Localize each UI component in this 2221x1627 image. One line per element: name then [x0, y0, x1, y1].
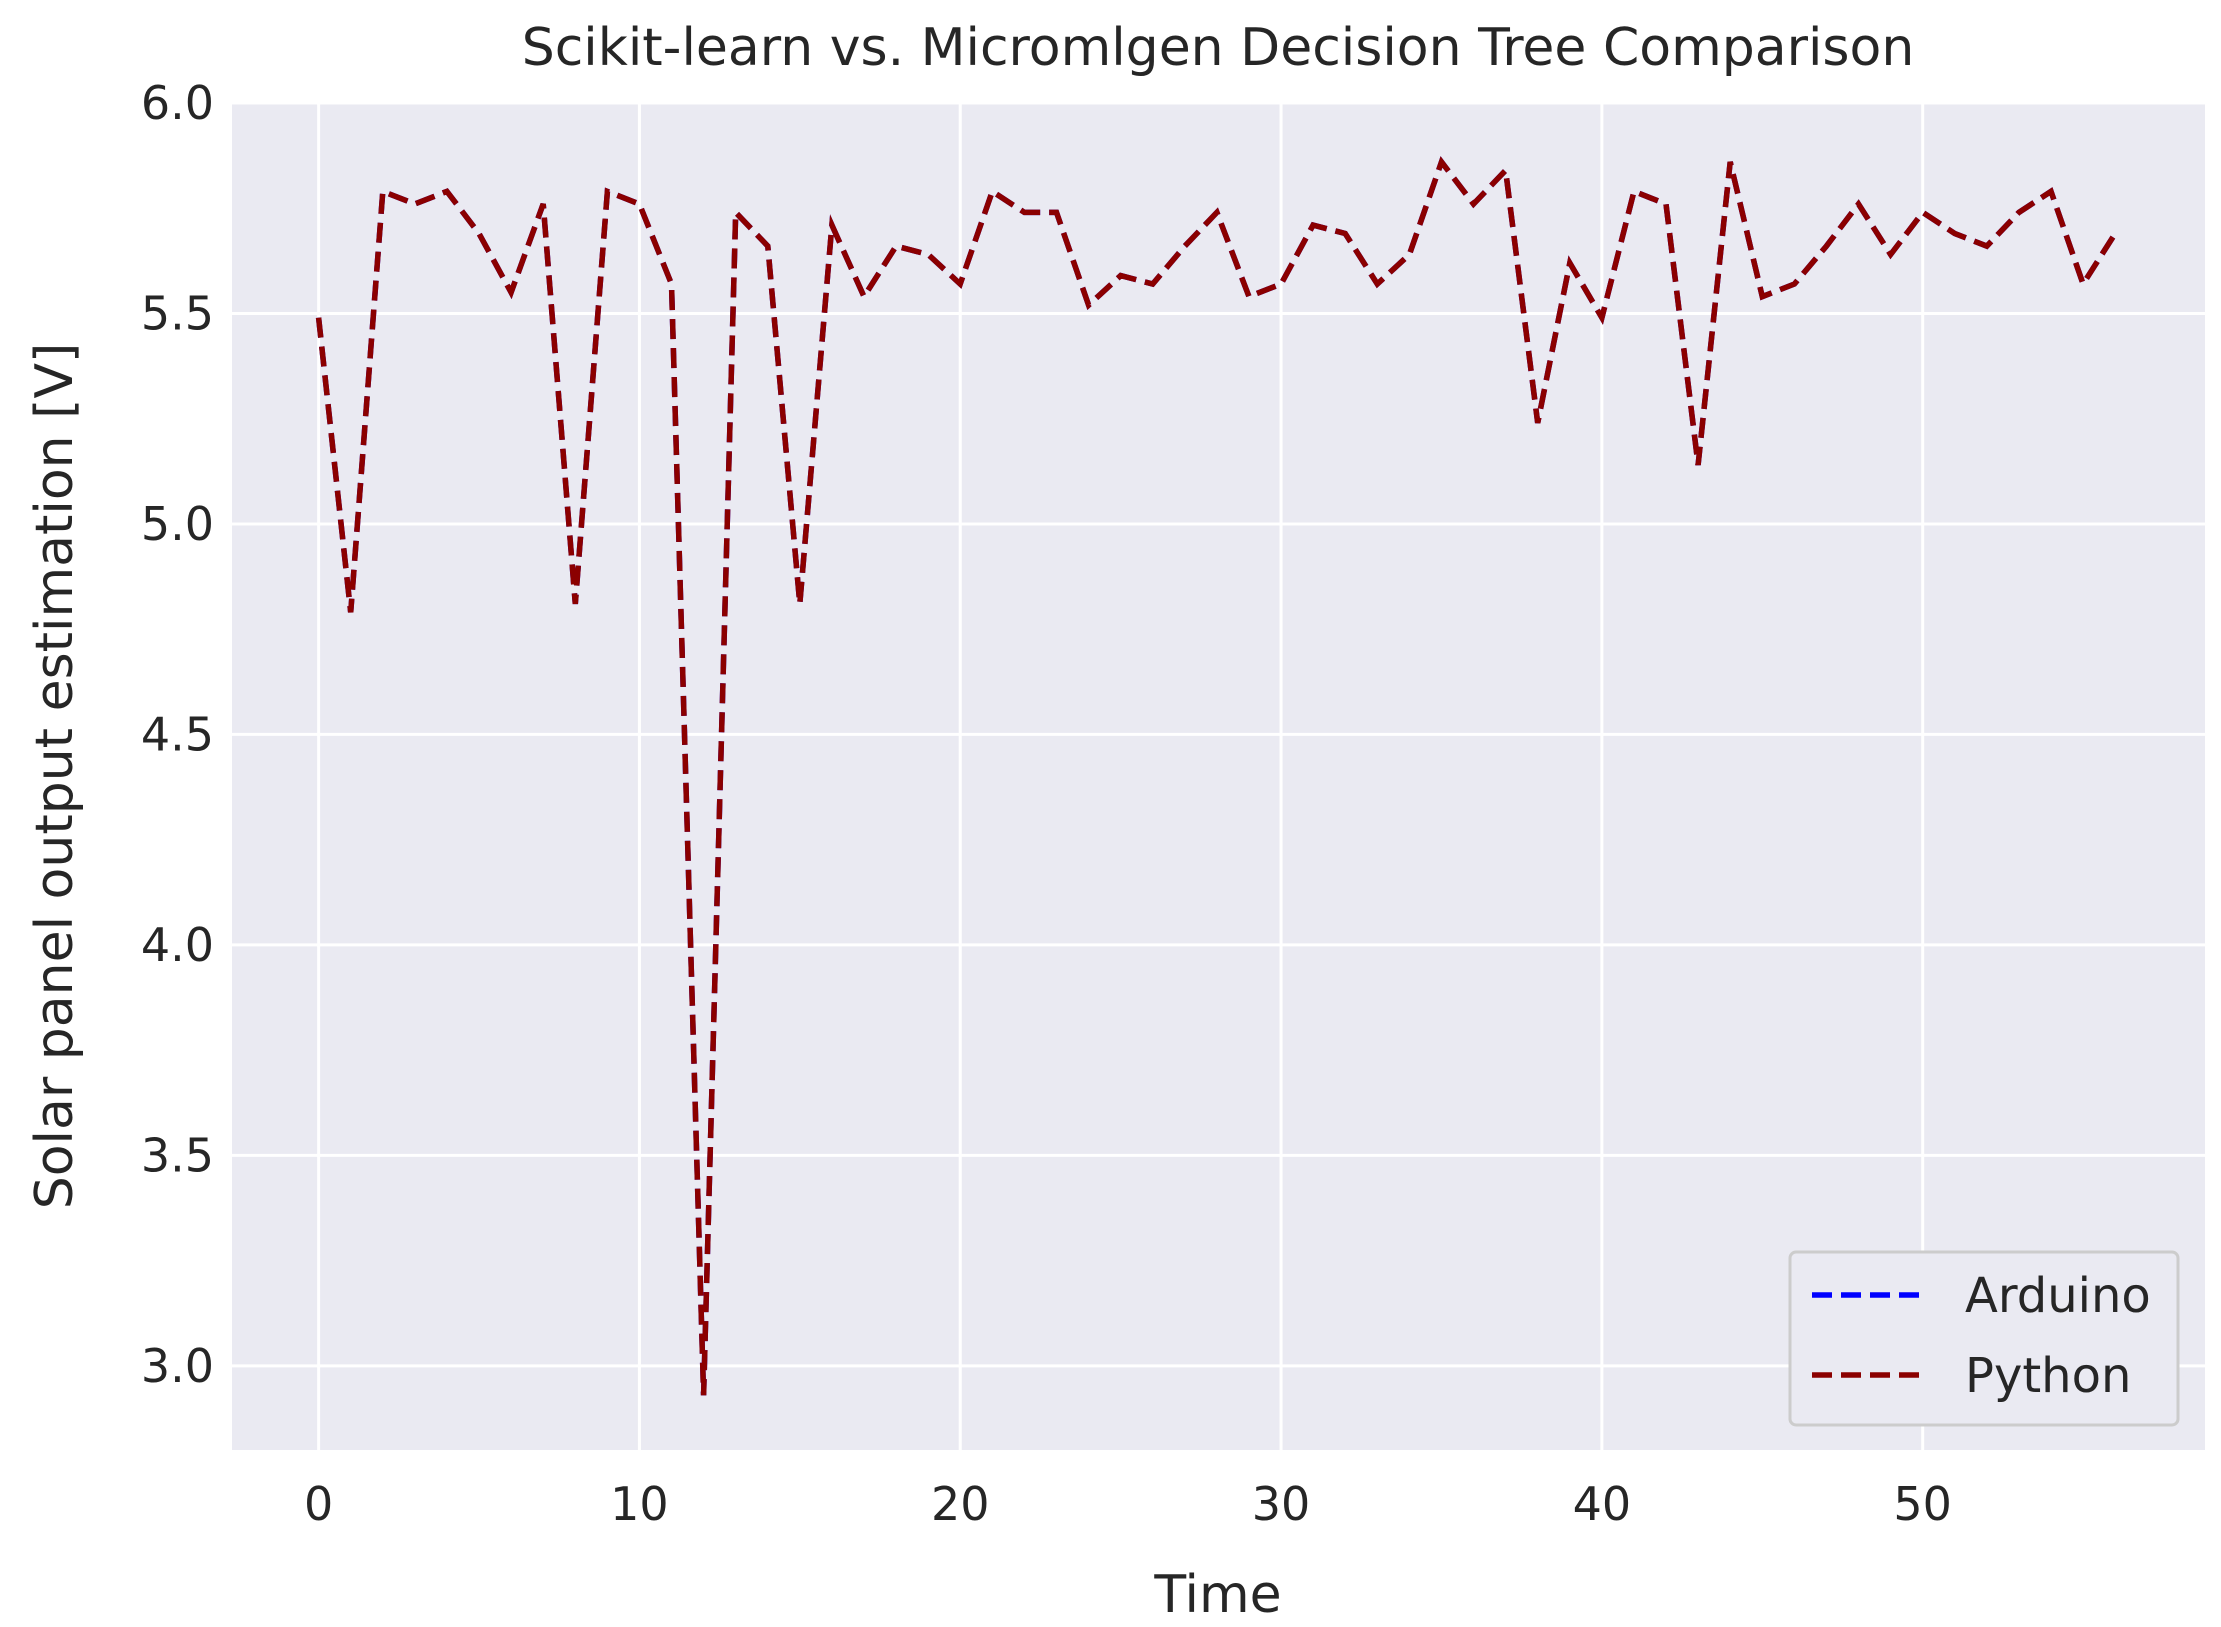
x-tick-label: 50: [1893, 1477, 1952, 1531]
legend-label-arduino: Arduino: [1965, 1268, 2151, 1324]
y-tick-label: 5.5: [141, 286, 214, 340]
legend-label-python: Python: [1965, 1348, 2131, 1404]
y-tick-label: 3.0: [141, 1339, 214, 1393]
x-tick-label: 20: [931, 1477, 990, 1531]
plot-area: [232, 103, 2205, 1450]
y-tick-label: 5.0: [141, 497, 214, 551]
legend: Arduino Python: [1788, 1250, 2180, 1427]
y-axis-label: Solar panel output estimation [V]: [25, 343, 85, 1210]
series-lines: [315, 156, 2118, 1396]
x-tick-label: 10: [610, 1477, 669, 1531]
y-tick-label: 3.5: [141, 1128, 214, 1182]
tick-labels: 3.0 3.5 4.0 4.5 5.0 5.5 6.0 0 10 20 30 40 50: [141, 76, 1952, 1531]
grid: [232, 101, 2205, 1450]
x-tick-label: 30: [1252, 1477, 1311, 1531]
x-tick-label: 0: [304, 1477, 333, 1531]
chart-title: Scikit-learn vs. Micromlgen Decision Tre…: [522, 18, 1915, 78]
y-tick-label: 6.0: [141, 76, 214, 130]
x-tick-label: 40: [1573, 1477, 1632, 1531]
x-axis-label: Time: [1153, 1565, 1281, 1625]
y-tick-label: 4.5: [141, 707, 214, 761]
y-tick-label: 4.0: [141, 918, 214, 972]
series-line-python: [315, 156, 2118, 1396]
